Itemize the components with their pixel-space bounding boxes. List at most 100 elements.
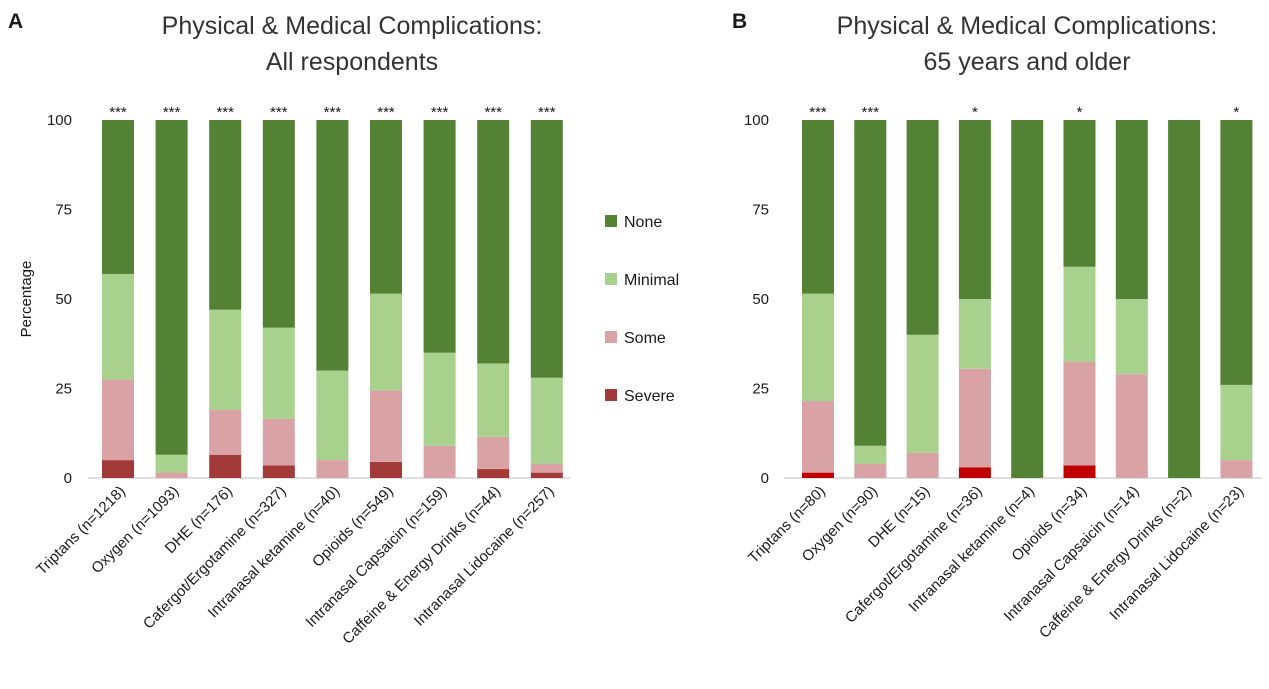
chart-b-bar-none (1063, 120, 1096, 267)
chart-b-bar-some (958, 368, 991, 468)
panel-letter-b: B (732, 10, 747, 33)
legend: None Minimal Some Severe (605, 214, 679, 405)
panel-letter-a: A (8, 10, 23, 33)
chart-b-y-tick-label: 75 (752, 202, 769, 219)
chart-b-bar-severe (1063, 465, 1096, 478)
chart-a-bar-minimal (262, 327, 295, 419)
chart-a-bar-minimal (316, 370, 349, 461)
chart-a-y-axis-label: Percentage (18, 261, 35, 338)
legend-swatch-minimal (605, 273, 617, 285)
chart-a-bar-minimal (370, 293, 402, 391)
chart-b-bar-some (1063, 361, 1096, 466)
chart-b-significance-label: * (1233, 104, 1239, 121)
chart-a-category-label: Triptans (n=1218) (33, 483, 129, 579)
chart-b-bar-none (906, 120, 939, 335)
chart-b-bar-some (1220, 460, 1253, 478)
chart-a-y-tick-label: 25 (55, 381, 72, 398)
chart-b-significance-label: * (972, 104, 978, 121)
chart-panel-a: A Physical & Medical Complications: All … (8, 10, 570, 648)
chart-b-title-line-2: 65 years and older (923, 48, 1130, 76)
chart-b-bar-some (906, 452, 939, 478)
chart-b-significance-label: *** (809, 104, 827, 121)
chart-a-bar-none (423, 120, 456, 353)
legend-label-severe: Severe (624, 388, 675, 405)
chart-a-bar-minimal (209, 309, 242, 410)
legend-swatch-severe (605, 389, 617, 401)
chart-b-bar-none (802, 120, 834, 294)
chart-a-bar-severe (370, 461, 402, 478)
chart-a-bar-none (209, 120, 242, 310)
chart-b-bar-minimal (802, 293, 834, 402)
chart-a-bar-some (530, 463, 563, 473)
legend-swatch-none (605, 215, 617, 227)
chart-a-bar-some (423, 445, 456, 478)
chart-a-bar-none (155, 120, 188, 455)
chart-a-bar-some (262, 418, 295, 466)
chart-b-bar-none (1115, 120, 1148, 299)
chart-a-significance-label: *** (431, 104, 449, 121)
chart-a-y-tick-label: 0 (64, 470, 72, 487)
chart-a-title-line-1: Physical & Medical Complications: (162, 12, 543, 40)
chart-a-bar-severe (530, 472, 563, 478)
chart-b-bar-none (1168, 120, 1201, 478)
chart-a-significance-label: *** (538, 104, 556, 121)
chart-a-significance-label: *** (377, 104, 395, 121)
chart-a-bar-none (102, 120, 134, 274)
chart-a-bar-some (316, 460, 349, 478)
chart-a-y-tick-label: 100 (47, 112, 72, 129)
chart-b-bar-some (802, 401, 834, 473)
chart-b-y-tick-label: 25 (752, 381, 769, 398)
chart-b-bar-minimal (906, 334, 939, 453)
chart-b-y-tick-label: 50 (752, 291, 769, 308)
chart-a-bar-severe (477, 469, 510, 478)
chart-b-bar-severe (802, 472, 834, 478)
legend-label-none: None (624, 214, 662, 231)
chart-b-bar-minimal (958, 299, 991, 369)
chart-b-bar-minimal (854, 445, 887, 464)
chart-panel-b: B Physical & Medical Complications: 65 y… (732, 10, 1262, 642)
chart-a-significance-label: *** (163, 104, 181, 121)
chart-b-bar-minimal (1063, 266, 1096, 362)
chart-a-bar-some (370, 390, 402, 462)
chart-a-title-line-2: All respondents (266, 48, 438, 76)
legend-label-minimal: Minimal (624, 272, 679, 289)
chart-a-bar-minimal (155, 454, 188, 473)
chart-b-y-tick-label: 0 (761, 470, 769, 487)
chart-a-bar-severe (262, 465, 295, 478)
chart-b-bar-none (958, 120, 991, 299)
legend-swatch-some (605, 331, 617, 343)
chart-a-bar-some (477, 436, 510, 470)
chart-a-bar-severe (209, 454, 242, 478)
chart-b-bar-none (1011, 120, 1044, 478)
chart-b-bar-minimal (1220, 384, 1253, 461)
chart-a-bar-none (530, 120, 563, 378)
chart-a-bar-minimal (102, 273, 134, 380)
chart-b-y-tick-label: 100 (744, 112, 769, 129)
legend-label-some: Some (624, 330, 666, 347)
chart-a-bar-severe (102, 460, 134, 478)
chart-a-bar-minimal (423, 352, 456, 446)
chart-a-significance-label: *** (324, 104, 342, 121)
chart-a-significance-label: *** (484, 104, 502, 121)
chart-b-significance-label: * (1077, 104, 1083, 121)
chart-b-bar-none (1220, 120, 1253, 385)
chart-a-y-tick-label: 50 (55, 291, 72, 308)
chart-b-bar-severe (958, 467, 991, 478)
chart-a-bar-none (477, 120, 510, 364)
chart-a-bar-none (316, 120, 349, 371)
chart-a-bar-some (209, 409, 242, 455)
chart-b-significance-label: *** (862, 104, 880, 121)
chart-a-bar-none (370, 120, 402, 294)
chart-b-bar-none (854, 120, 887, 446)
chart-a-significance-label: *** (109, 104, 127, 121)
chart-a-bar-none (262, 120, 295, 328)
chart-a-y-tick-label: 75 (55, 202, 72, 219)
chart-a-bar-minimal (477, 363, 510, 437)
chart-b-bar-some (854, 463, 887, 478)
chart-a-significance-label: *** (270, 104, 288, 121)
chart-b-title-line-1: Physical & Medical Complications: (837, 12, 1218, 40)
chart-a-bar-minimal (530, 377, 563, 464)
